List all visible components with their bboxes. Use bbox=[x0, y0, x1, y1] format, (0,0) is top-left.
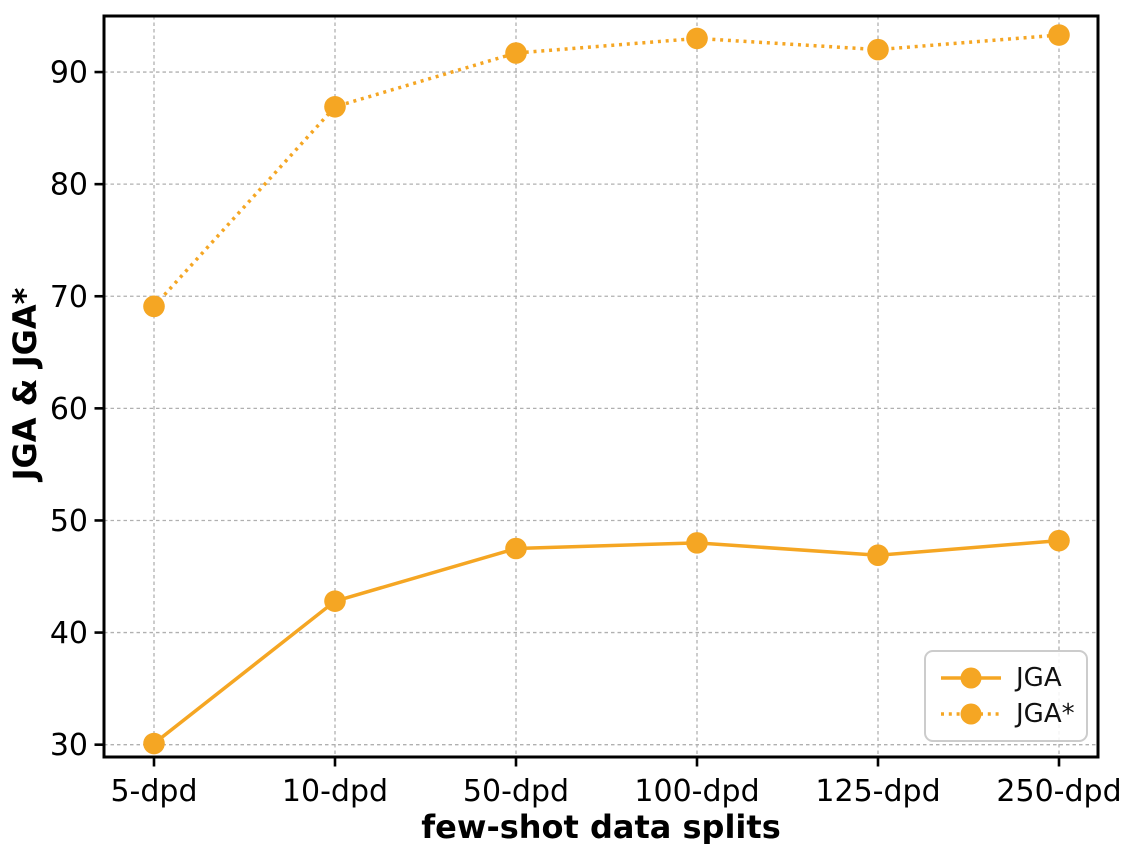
y-tick-label: 90 bbox=[50, 56, 88, 91]
legend-label-jga: JGA bbox=[1016, 662, 1062, 693]
data-point-marker bbox=[686, 532, 708, 554]
data-point-marker bbox=[143, 295, 165, 318]
x-tick-label: 125-dpd bbox=[815, 774, 940, 809]
legend-item-jga: JGA bbox=[926, 665, 1086, 691]
x-tick-label: 100-dpd bbox=[634, 774, 759, 809]
legend-sample-marker bbox=[960, 703, 982, 725]
legend-item-jga-star: JGA* bbox=[926, 701, 1086, 727]
x-tick-label: 50-dpd bbox=[463, 774, 569, 809]
y-tick-label: 50 bbox=[50, 504, 88, 539]
legend: JGA JGA* bbox=[924, 650, 1088, 742]
x-tick-label: 250-dpd bbox=[996, 774, 1121, 809]
series-line-solid bbox=[152, 538, 1060, 745]
data-series bbox=[143, 24, 1070, 755]
x-tick-label: 5-dpd bbox=[110, 774, 197, 809]
plot-border bbox=[102, 14, 1100, 759]
data-point-marker bbox=[505, 537, 527, 560]
tick-labels: 30 40 50 60 70 80 90 5-dpd 10-dpd 50-dpd 100-dpd 12… bbox=[50, 56, 1122, 809]
data-point-marker bbox=[324, 590, 346, 612]
data-point-marker bbox=[686, 27, 708, 50]
data-point-marker bbox=[143, 732, 165, 755]
x-axis-title: few-shot data splits bbox=[421, 808, 780, 844]
y-tick-label: 60 bbox=[50, 392, 88, 427]
data-point-marker bbox=[1048, 24, 1070, 46]
y-tick-label: 70 bbox=[50, 280, 88, 315]
data-point-marker bbox=[867, 544, 889, 567]
data-point-marker bbox=[505, 42, 527, 64]
legend-line-solid-icon bbox=[941, 667, 1001, 689]
y-tick-label: 80 bbox=[50, 168, 88, 203]
data-point-marker bbox=[867, 38, 889, 61]
legend-line-dotted-icon bbox=[941, 703, 1001, 725]
gridlines bbox=[104, 16, 1098, 757]
y-tick-label: 30 bbox=[50, 728, 88, 763]
series-line-dotted bbox=[152, 33, 1060, 308]
axis-ticks bbox=[94, 70, 1061, 767]
data-point-marker bbox=[1048, 529, 1070, 552]
data-point-marker bbox=[324, 96, 346, 118]
x-tick-label: 10-dpd bbox=[282, 774, 388, 809]
legend-sample-marker bbox=[960, 667, 982, 689]
y-axis-title: JGA & JGA* bbox=[6, 287, 44, 482]
legend-label-jga-star: JGA* bbox=[1016, 699, 1075, 730]
y-tick-label: 40 bbox=[50, 616, 88, 651]
